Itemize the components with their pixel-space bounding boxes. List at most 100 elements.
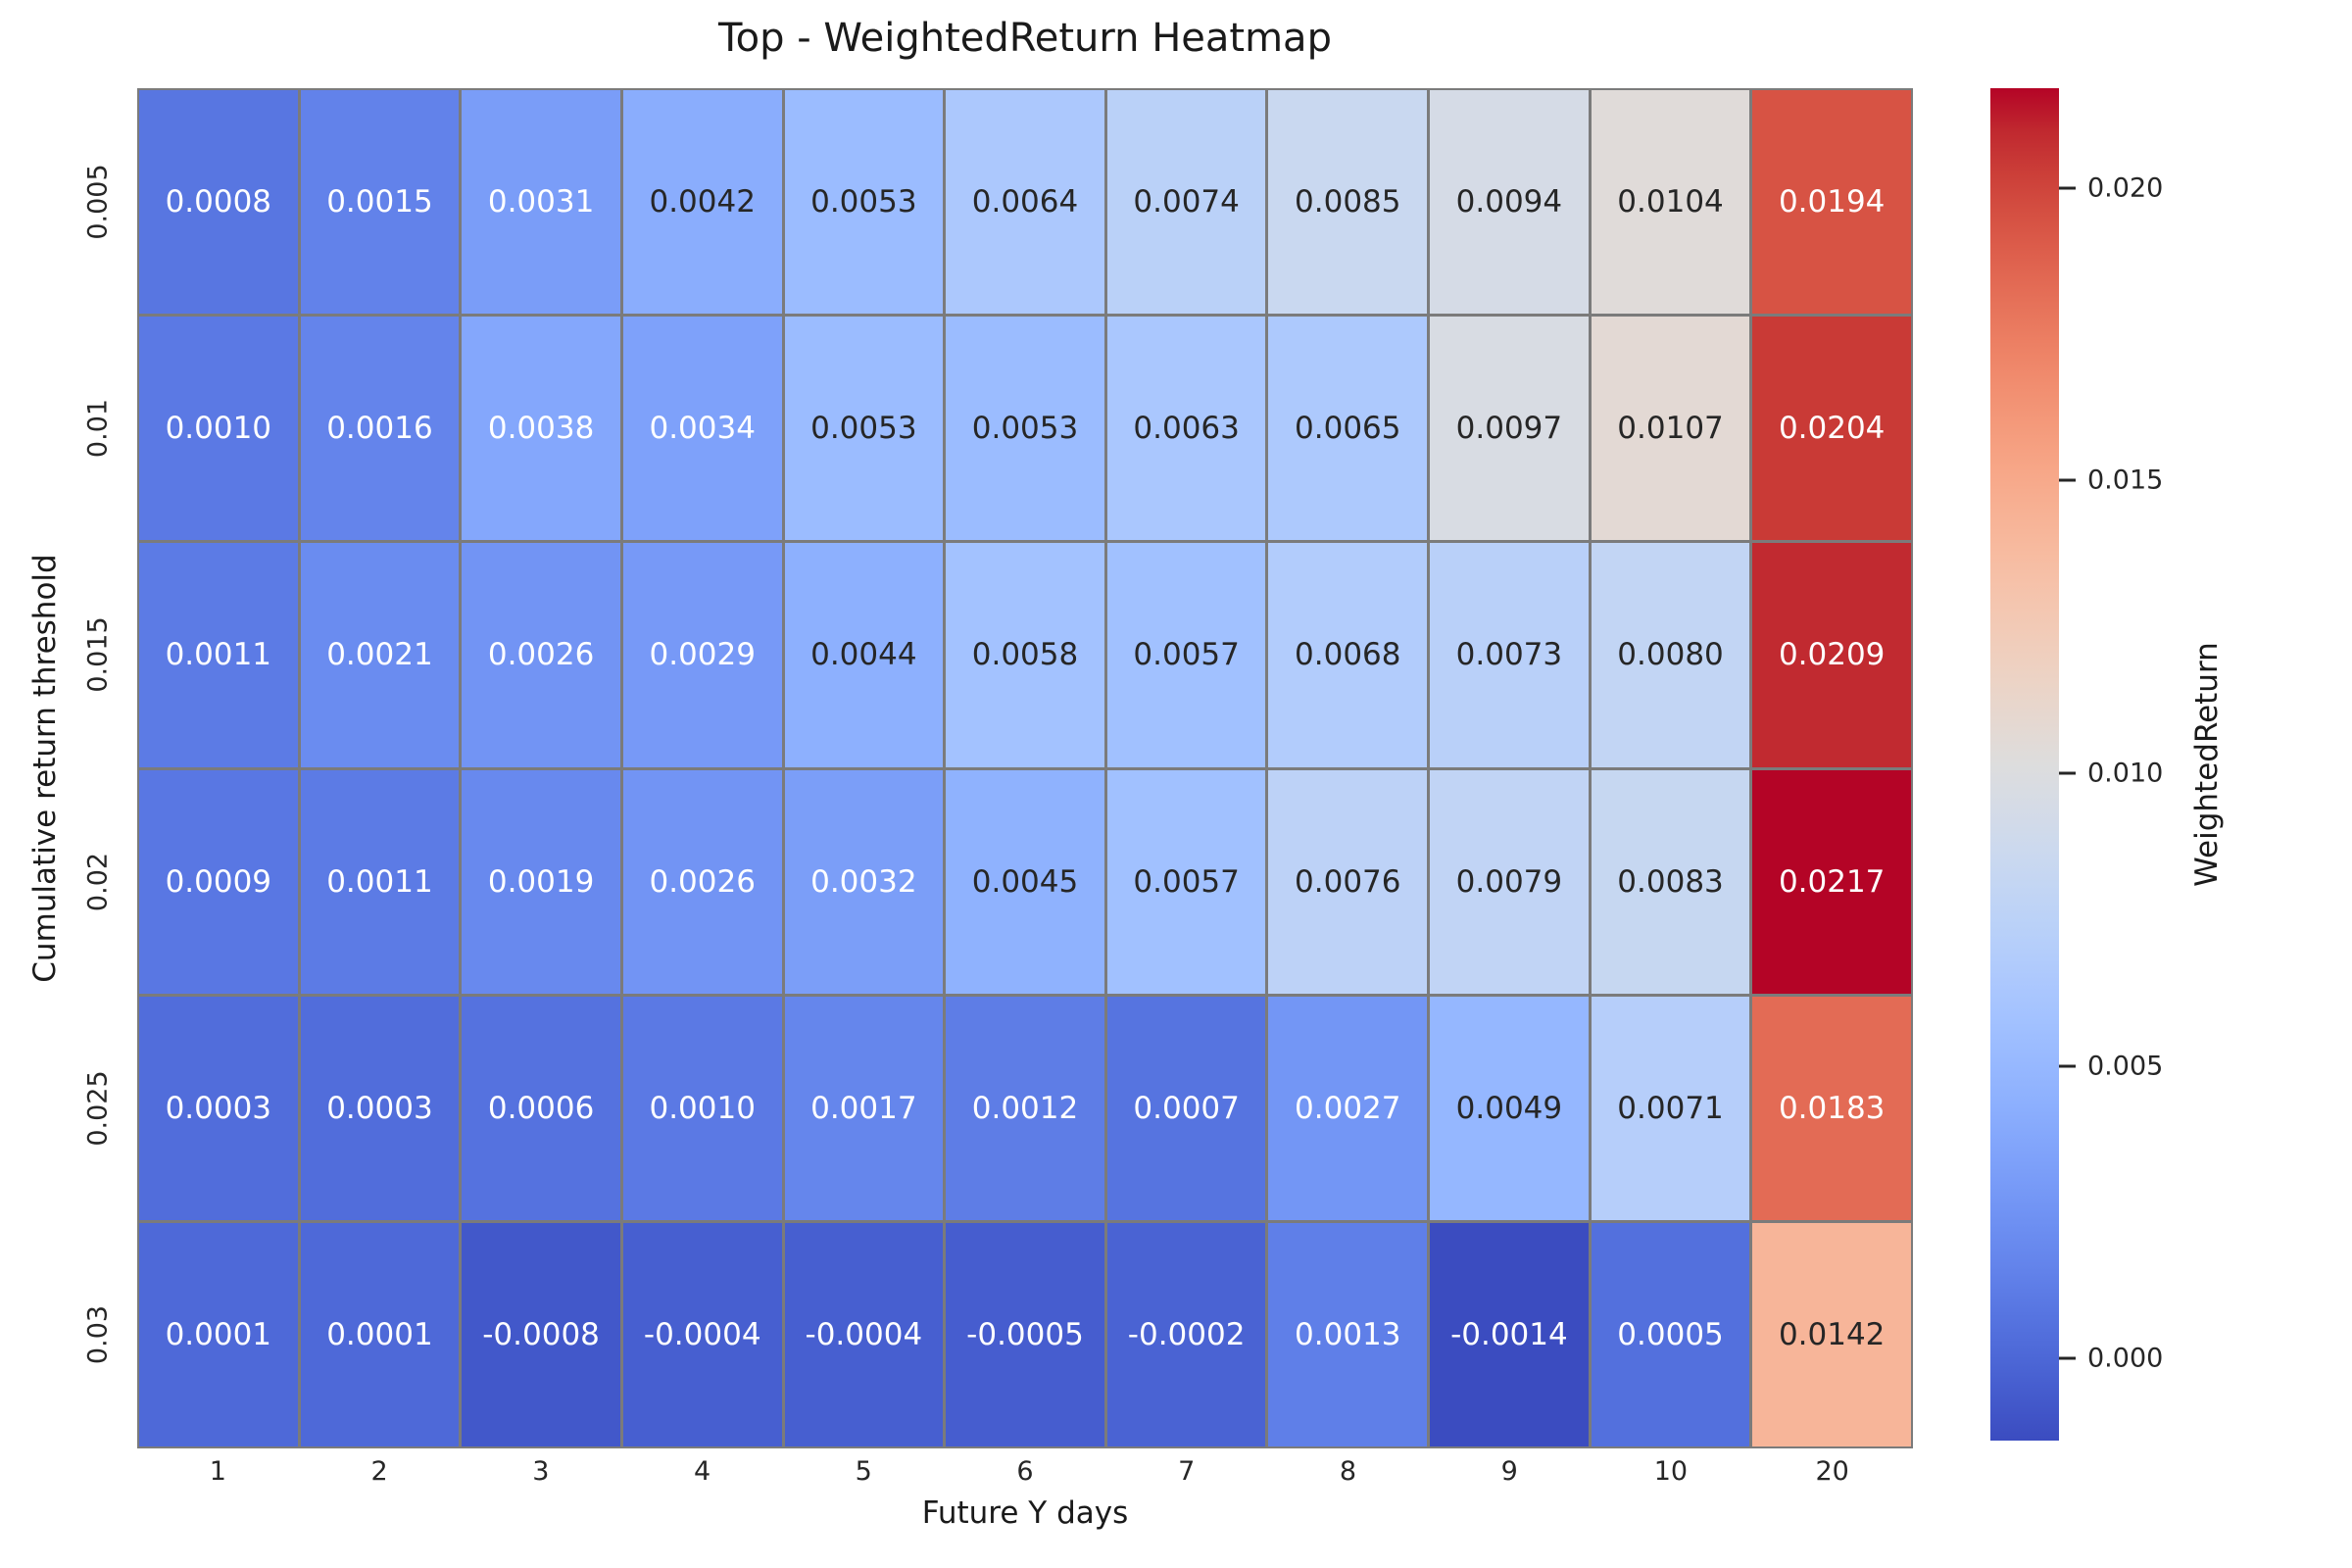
heatmap-cell: 0.0042	[622, 90, 782, 315]
heatmap-cell: 0.0074	[1106, 90, 1266, 315]
heatmap-cell: 0.0053	[784, 317, 944, 541]
heatmap-cell: 0.0008	[139, 90, 298, 315]
heatmap-cell: 0.0142	[1752, 1222, 1911, 1446]
colorbar-tick	[2059, 1064, 2076, 1068]
heatmap-cell: 0.0003	[300, 996, 460, 1220]
heatmap-cell: 0.0019	[462, 769, 620, 994]
heatmap-cell: 0.0034	[622, 317, 782, 541]
heatmap-cell: 0.0010	[139, 317, 298, 541]
heatmap-cell: 0.0006	[462, 996, 620, 1220]
colorbar-label: WeightedReturn	[2189, 642, 2225, 887]
heatmap-cell: 0.0013	[1268, 1222, 1428, 1446]
heatmap-cell: 0.0007	[1106, 996, 1266, 1220]
y-tick-label: 0.025	[82, 1070, 114, 1147]
heatmap-cell: 0.0204	[1752, 317, 1911, 541]
heatmap-cell: 0.0029	[622, 543, 782, 767]
heatmap-cell: 0.0076	[1268, 769, 1428, 994]
heatmap-cell: -0.0004	[622, 1222, 782, 1446]
heatmap-cell: 0.0071	[1591, 996, 1750, 1220]
heatmap-cell: 0.0001	[300, 1222, 460, 1446]
chart-title: Top - WeightedReturn Heatmap	[718, 16, 1332, 61]
heatmap-cell: 0.0011	[300, 769, 460, 994]
heatmap-cell: 0.0065	[1268, 317, 1428, 541]
heatmap-cell: 0.0009	[139, 769, 298, 994]
heatmap-cell: 0.0027	[1268, 996, 1428, 1220]
colorbar-tick	[2059, 478, 2076, 482]
heatmap-cell: 0.0017	[784, 996, 944, 1220]
heatmap-cell: 0.0015	[300, 90, 460, 315]
heatmap-cell: 0.0011	[139, 543, 298, 767]
heatmap-cell: 0.0010	[622, 996, 782, 1220]
heatmap-cell: 0.0085	[1268, 90, 1428, 315]
x-tick-label: 2	[370, 1456, 388, 1487]
x-tick-label: 3	[532, 1456, 550, 1487]
y-tick-label: 0.02	[82, 852, 114, 911]
heatmap-cell: -0.0014	[1430, 1222, 1589, 1446]
colorbar-tick-label: 0.000	[2087, 1343, 2164, 1374]
heatmap-cell: 0.0049	[1430, 996, 1589, 1220]
heatmap-cell: 0.0097	[1430, 317, 1589, 541]
heatmap-cell: 0.0194	[1752, 90, 1911, 315]
y-tick-label: 0.005	[82, 164, 114, 240]
heatmap-cell: 0.0005	[1591, 1222, 1750, 1446]
colorbar-tick-label: 0.015	[2087, 465, 2164, 496]
heatmap-cell: 0.0031	[462, 90, 620, 315]
heatmap-cell: 0.0094	[1430, 90, 1589, 315]
heatmap-cell: 0.0001	[139, 1222, 298, 1446]
heatmap-cell: -0.0008	[462, 1222, 620, 1446]
y-tick-label: 0.01	[82, 398, 114, 459]
heatmap-cell: 0.0063	[1106, 317, 1266, 541]
x-tick-label: 20	[1815, 1456, 1849, 1487]
colorbar-tick	[2059, 1356, 2076, 1360]
heatmap-cell: 0.0003	[139, 996, 298, 1220]
heatmap-grid: 0.0008 0.0015 0.0031 0.0042 0.0053 0.0064 0.00…	[137, 88, 1913, 1448]
heatmap-cell: -0.0004	[784, 1222, 944, 1446]
heatmap-cell: 0.0044	[784, 543, 944, 767]
colorbar	[1990, 88, 2059, 1441]
heatmap-cell: 0.0016	[300, 317, 460, 541]
heatmap-cell: 0.0038	[462, 317, 620, 541]
heatmap-cell: 0.0080	[1591, 543, 1750, 767]
heatmap-cell: 0.0073	[1430, 543, 1589, 767]
colorbar-tick	[2059, 771, 2076, 775]
heatmap-cell: 0.0012	[946, 996, 1104, 1220]
y-tick-label: 0.015	[82, 616, 114, 693]
colorbar-tick-label: 0.010	[2087, 758, 2164, 789]
colorbar-tick-label: 0.005	[2087, 1051, 2164, 1082]
x-tick-label: 6	[1016, 1456, 1034, 1487]
heatmap-cell: 0.0058	[946, 543, 1104, 767]
heatmap-cell: 0.0083	[1591, 769, 1750, 994]
x-tick-label: 7	[1178, 1456, 1196, 1487]
heatmap-cell: 0.0079	[1430, 769, 1589, 994]
heatmap-cell: 0.0064	[946, 90, 1104, 315]
x-tick-label: 9	[1500, 1456, 1518, 1487]
heatmap-cell: 0.0107	[1591, 317, 1750, 541]
heatmap-cell: 0.0021	[300, 543, 460, 767]
heatmap-cell: 0.0057	[1106, 769, 1266, 994]
heatmap-cell: -0.0005	[946, 1222, 1104, 1446]
x-tick-label: 8	[1339, 1456, 1357, 1487]
colorbar-tick-label: 0.020	[2087, 172, 2164, 204]
x-tick-label: 5	[855, 1456, 872, 1487]
heatmap-cell: 0.0183	[1752, 996, 1911, 1220]
heatmap-cell: 0.0217	[1752, 769, 1911, 994]
heatmap-cell: 0.0026	[462, 543, 620, 767]
heatmap-cell: -0.0002	[1106, 1222, 1266, 1446]
heatmap-cell: 0.0068	[1268, 543, 1428, 767]
x-tick-label: 10	[1653, 1456, 1689, 1487]
y-axis-label: Cumulative return threshold	[27, 554, 63, 983]
heatmap-cell: 0.0053	[946, 317, 1104, 541]
heatmap-cell: 0.0045	[946, 769, 1104, 994]
y-tick-label: 0.03	[82, 1305, 114, 1365]
heatmap-cell: 0.0209	[1752, 543, 1911, 767]
heatmap-cell: 0.0053	[784, 90, 944, 315]
x-tick-label: 1	[209, 1456, 226, 1487]
x-tick-label: 4	[693, 1456, 711, 1487]
x-axis-label: Future Y days	[921, 1495, 1129, 1531]
colorbar-tick	[2059, 186, 2076, 190]
heatmap-cell: 0.0104	[1591, 90, 1750, 315]
heatmap-cell: 0.0032	[784, 769, 944, 994]
heatmap-cell: 0.0026	[622, 769, 782, 994]
heatmap-cell: 0.0057	[1106, 543, 1266, 767]
